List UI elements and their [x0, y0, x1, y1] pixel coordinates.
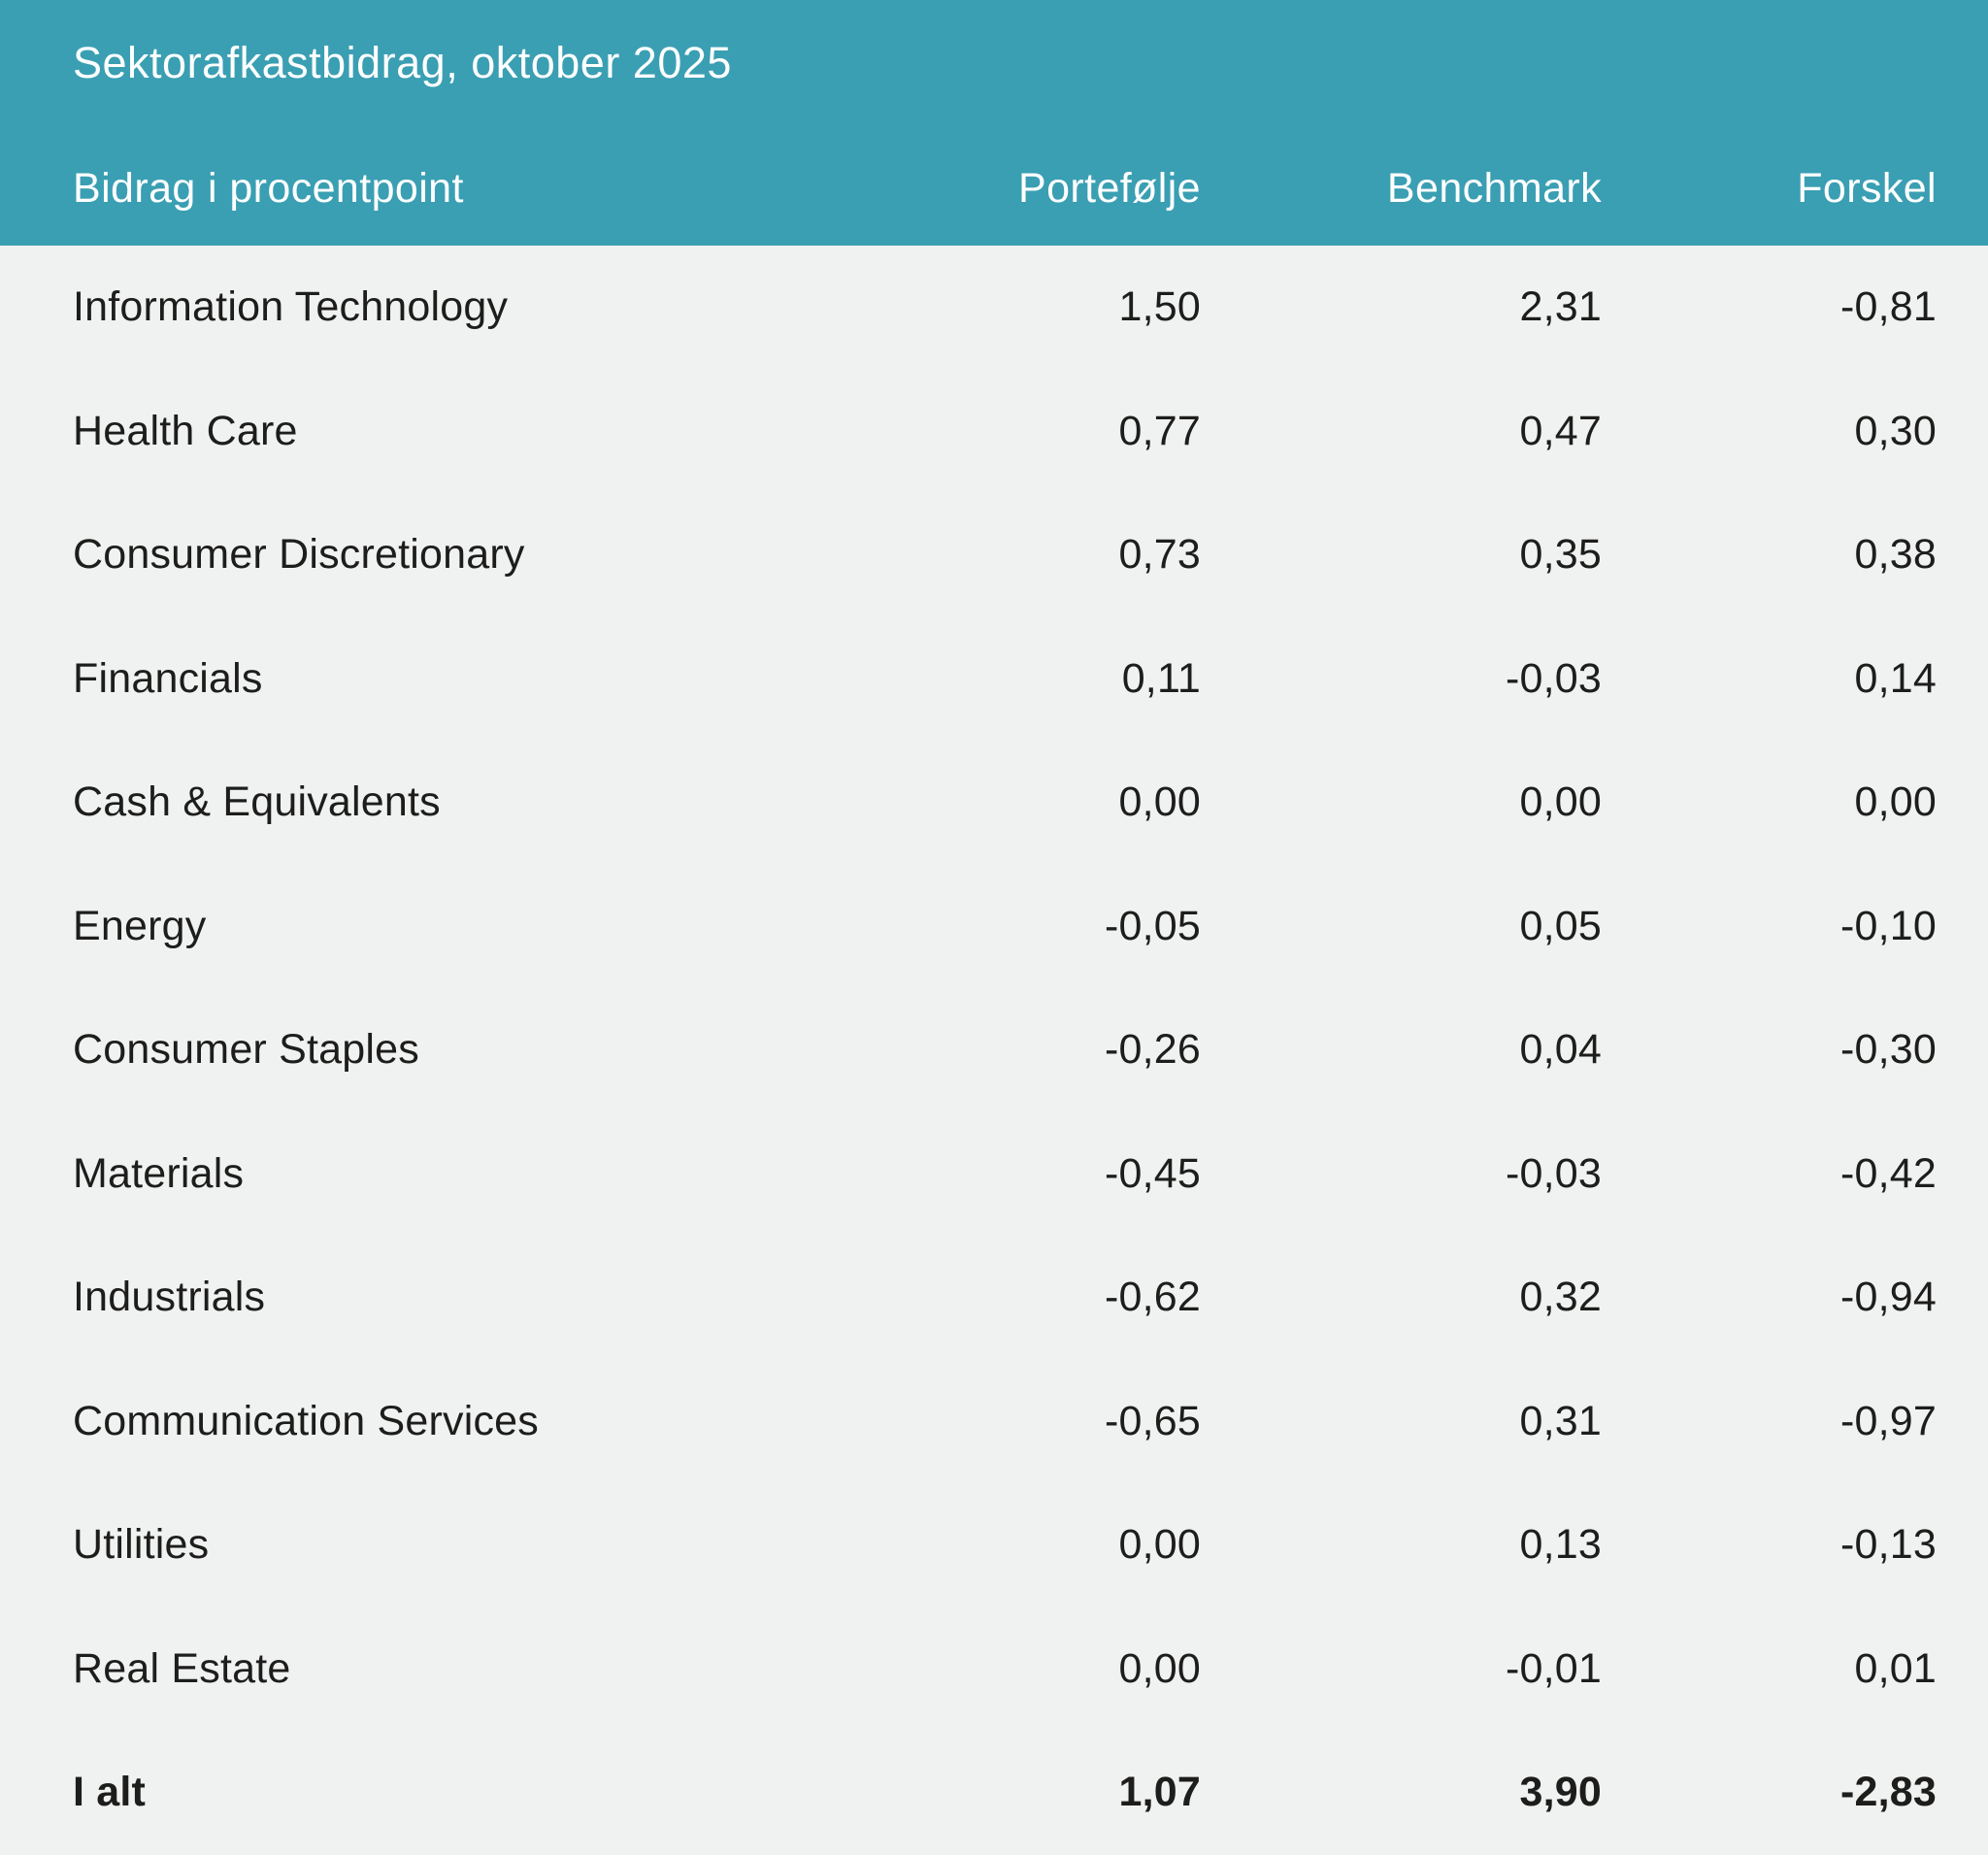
column-header-row: Bidrag i procentpoint Portefølje Benchma… — [73, 165, 1937, 213]
portefolje-value: 0,00 — [1118, 778, 1201, 826]
portefolje-value: -0,45 — [1104, 1149, 1201, 1197]
table-row: Information Technology 1,50 2,31 -0,81 — [73, 246, 1937, 370]
forskel-value: -0,81 — [1839, 283, 1937, 331]
benchmark-value: 0,31 — [1519, 1397, 1602, 1444]
benchmark-value: 0,32 — [1519, 1274, 1602, 1321]
sector-label: Utilities — [73, 1521, 210, 1569]
forskel-value: 0,30 — [1854, 407, 1937, 454]
table-body: Information Technology 1,50 2,31 -0,81 H… — [0, 246, 1988, 1855]
portefolje-value: 0,00 — [1118, 1521, 1201, 1569]
sector-label: Financials — [73, 654, 263, 702]
column-header-portefolje: Portefølje — [1017, 165, 1201, 212]
total-portefolje-value: 1,07 — [1118, 1769, 1201, 1816]
forskel-value: 0,00 — [1854, 778, 1937, 826]
portefolje-value: 0,00 — [1118, 1644, 1201, 1692]
column-header-forskel: Forskel — [1797, 165, 1937, 212]
portefolje-value: -0,26 — [1104, 1026, 1201, 1074]
sector-label: Real Estate — [73, 1644, 291, 1692]
table-row: Cash & Equivalents 0,00 0,00 0,00 — [73, 741, 1937, 865]
total-forskel-value: -2,83 — [1839, 1769, 1937, 1816]
table-row: Industrials -0,62 0,32 -0,94 — [73, 1236, 1937, 1360]
benchmark-value: -0,01 — [1505, 1644, 1602, 1692]
table-row: Health Care 0,77 0,47 0,30 — [73, 370, 1937, 494]
benchmark-value: 2,31 — [1519, 283, 1602, 331]
benchmark-value: 0,05 — [1519, 902, 1602, 949]
forskel-value: -0,10 — [1839, 902, 1937, 949]
table-row: Real Estate 0,00 -0,01 0,01 — [73, 1607, 1937, 1732]
sector-label: Health Care — [73, 407, 298, 454]
total-benchmark-value: 3,90 — [1519, 1769, 1602, 1816]
forskel-value: -0,13 — [1839, 1521, 1937, 1569]
column-header-bidrag: Bidrag i procentpoint — [73, 165, 464, 212]
forskel-value: -0,94 — [1839, 1274, 1937, 1321]
forskel-value: 0,01 — [1854, 1644, 1937, 1692]
table-row: Communication Services -0,65 0,31 -0,97 — [73, 1360, 1937, 1484]
sector-label: Consumer Staples — [73, 1026, 419, 1074]
sector-label: Energy — [73, 902, 207, 949]
sector-label: Communication Services — [73, 1397, 539, 1444]
benchmark-value: 0,47 — [1519, 407, 1602, 454]
benchmark-value: 0,00 — [1519, 778, 1602, 826]
benchmark-value: 0,13 — [1519, 1521, 1602, 1569]
table-title: Sektorafkastbidrag, oktober 2025 — [73, 38, 732, 87]
forskel-value: 0,14 — [1854, 654, 1937, 702]
forskel-value: -0,42 — [1839, 1149, 1937, 1197]
benchmark-value: 0,04 — [1519, 1026, 1602, 1074]
benchmark-value: -0,03 — [1505, 654, 1602, 702]
table-row: Materials -0,45 -0,03 -0,42 — [73, 1112, 1937, 1237]
forskel-value: 0,38 — [1854, 531, 1937, 579]
portefolje-value: -0,62 — [1104, 1274, 1201, 1321]
table-row: Financials 0,11 -0,03 0,14 — [73, 617, 1937, 742]
sector-label: Materials — [73, 1149, 245, 1197]
benchmark-value: -0,03 — [1505, 1149, 1602, 1197]
total-row: I alt 1,07 3,90 -2,83 — [73, 1731, 1937, 1855]
total-label: I alt — [73, 1769, 147, 1816]
portefolje-value: 1,50 — [1118, 283, 1201, 331]
table-header-band: Sektorafkastbidrag, oktober 2025 Bidrag … — [0, 0, 1988, 246]
portefolje-value: 0,73 — [1118, 531, 1201, 579]
portefolje-value: -0,05 — [1104, 902, 1201, 949]
sector-label: Cash & Equivalents — [73, 778, 441, 826]
portefolje-value: -0,65 — [1104, 1397, 1201, 1444]
table-row: Consumer Discretionary 0,73 0,35 0,38 — [73, 493, 1937, 617]
column-header-benchmark: Benchmark — [1386, 165, 1602, 212]
table-row: Utilities 0,00 0,13 -0,13 — [73, 1483, 1937, 1607]
sector-label: Consumer Discretionary — [73, 531, 525, 579]
benchmark-value: 0,35 — [1519, 531, 1602, 579]
portefolje-value: 0,11 — [1121, 654, 1201, 702]
forskel-value: -0,30 — [1839, 1026, 1937, 1074]
table-row: Consumer Staples -0,26 0,04 -0,30 — [73, 988, 1937, 1112]
sector-label: Information Technology — [73, 283, 509, 331]
sector-label: Industrials — [73, 1274, 266, 1321]
portefolje-value: 0,77 — [1118, 407, 1201, 454]
forskel-value: -0,97 — [1839, 1397, 1937, 1444]
table-row: Energy -0,05 0,05 -0,10 — [73, 865, 1937, 989]
